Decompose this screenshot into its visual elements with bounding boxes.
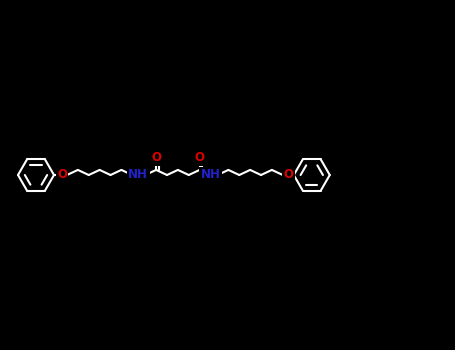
Text: O: O: [284, 168, 294, 182]
Text: O: O: [151, 152, 161, 164]
Text: O: O: [57, 168, 67, 182]
Text: O: O: [195, 152, 205, 164]
Text: NH: NH: [128, 168, 148, 182]
Text: NH: NH: [201, 168, 220, 182]
